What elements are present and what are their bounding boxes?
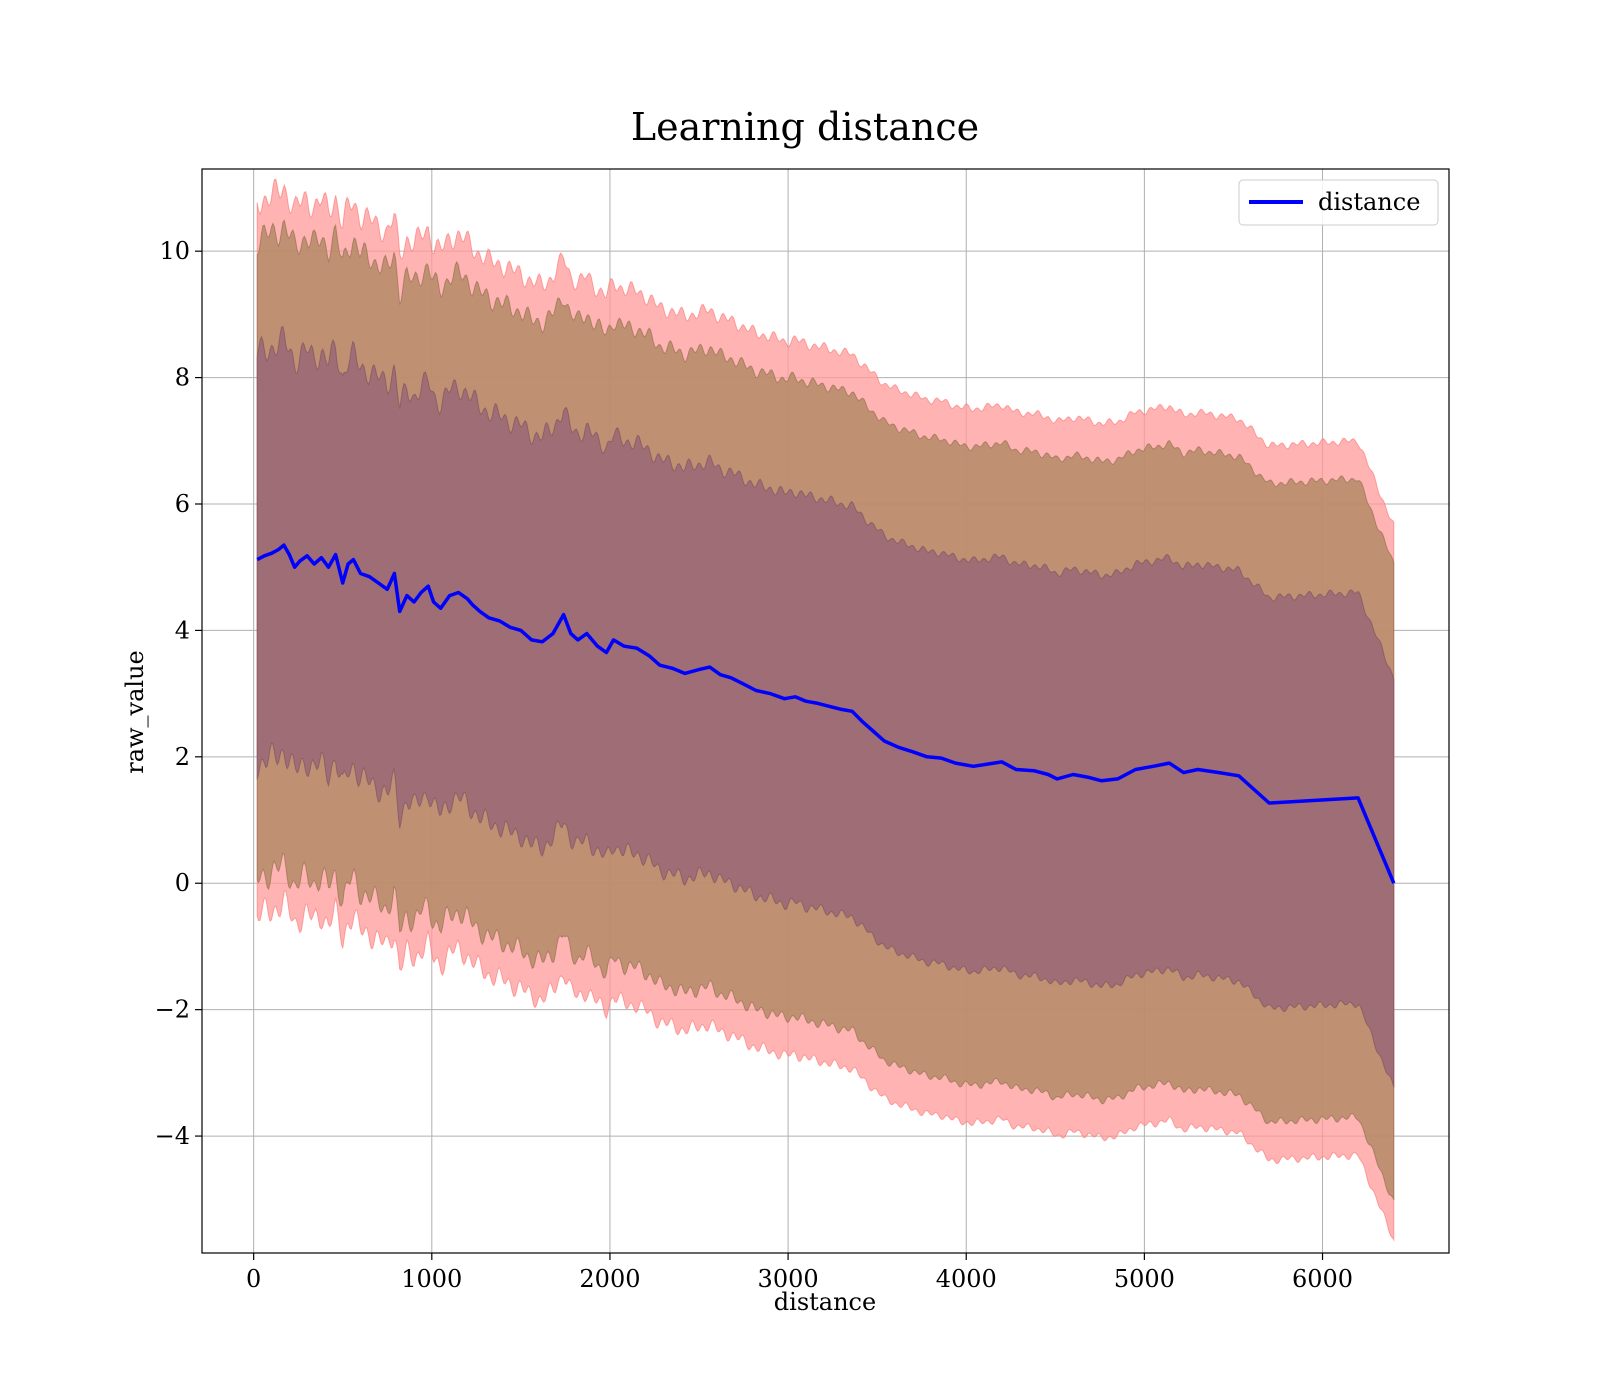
confidence-bands: [256, 178, 1395, 1242]
y-tick-label: 0: [175, 869, 190, 897]
y-axis-label: raw_value: [121, 650, 149, 774]
y-tick-label: −2: [155, 996, 190, 1024]
series-line-distance: [256, 543, 1396, 884]
x-axis-label: distance: [774, 1288, 876, 1316]
x-tick-label: 0: [246, 1265, 261, 1293]
y-tick-label: 6: [175, 490, 190, 518]
legend-box: [1238, 179, 1439, 226]
axis-ticks: 0 1000 2000 3000 4000 5000 6000 −4 −2 0 2 4 6 8 10: [155, 237, 1353, 1293]
x-tick-label: 3000: [758, 1265, 819, 1293]
x-tick-label: 2000: [579, 1265, 640, 1293]
chart-title: Learning distance: [631, 105, 979, 149]
legend: distance: [1238, 179, 1439, 226]
legend-label-distance: distance: [1318, 188, 1420, 216]
y-tick-label: −4: [155, 1122, 190, 1150]
y-tick-label: 10: [159, 237, 190, 265]
plot-frame: [201, 168, 1450, 1254]
x-tick-label: 5000: [1114, 1265, 1175, 1293]
x-tick-label: 4000: [936, 1265, 997, 1293]
series-lines: [256, 543, 1396, 884]
x-tick-label: 6000: [1292, 1265, 1353, 1293]
x-tick-label: 1000: [401, 1265, 462, 1293]
y-tick-label: 4: [175, 616, 190, 644]
y-tick-label: 8: [175, 364, 190, 392]
y-tick-label: 2: [175, 743, 190, 771]
